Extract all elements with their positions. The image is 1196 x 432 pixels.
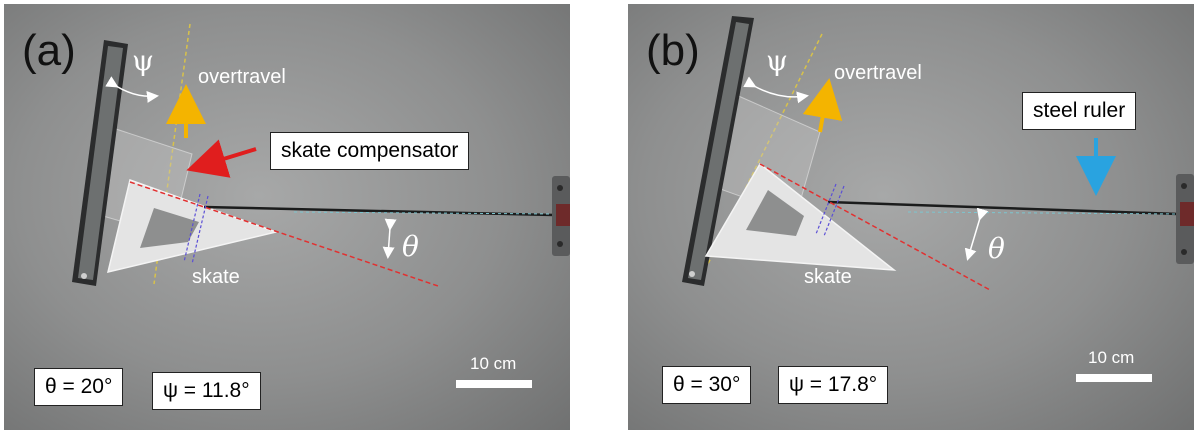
psi-symbol: ψ: [132, 44, 154, 77]
theta-symbol: θ: [988, 232, 1005, 265]
panel-label: (b): [646, 26, 700, 75]
theta-arrow: [382, 218, 397, 259]
psi-arc-arrow: [743, 76, 809, 104]
compensator-arrow: [186, 139, 257, 178]
scale-label: 10 cm: [1088, 348, 1135, 367]
panel-label: (a): [22, 26, 76, 75]
clamp-a: [552, 176, 570, 256]
scale-label: 10 cm: [470, 354, 517, 373]
psi-value-box: ψ = 11.8°: [152, 372, 261, 410]
theta-value-box: θ = 20°: [34, 368, 124, 406]
psi-symbol: ψ: [766, 44, 788, 77]
theta-value-box: θ = 30°: [662, 366, 752, 404]
skate-label: skate: [192, 266, 240, 288]
purple-mark-2: [191, 195, 209, 265]
skate-triangle: [704, 162, 897, 271]
red-angle-line: [759, 163, 991, 291]
scene-a: [72, 23, 570, 287]
fiber-line: [203, 205, 555, 217]
photo-panel-a: (a) ψ overtravel skate compensator θ ska…: [4, 4, 570, 430]
scale-bar: [456, 380, 532, 388]
psi-value-box: ψ = 17.8°: [778, 366, 889, 404]
callout-box: steel ruler: [1022, 92, 1137, 130]
scene-b: [682, 16, 1194, 291]
callout-box: skate compensator: [270, 132, 470, 170]
steel-ruler: [682, 16, 754, 286]
red-angle-line: [129, 181, 439, 287]
theta-symbol: θ: [402, 230, 419, 263]
purple-mark-1: [183, 193, 201, 263]
skate-label: skate: [804, 266, 852, 288]
purple-mark-2: [823, 185, 845, 237]
fiber-line: [827, 200, 1179, 216]
purple-mark-1: [815, 183, 837, 235]
photo-panel-b: (b) ψ overtravel steel ruler θ skate θ =…: [628, 4, 1194, 430]
theta-arrow: [964, 207, 989, 261]
overtravel-label: overtravel: [834, 62, 922, 84]
psi-arc-arrow: [105, 76, 159, 103]
overtravel-label: overtravel: [198, 66, 286, 88]
overtravel-arrow: [802, 78, 843, 133]
scale-bar: [1076, 374, 1152, 382]
reference-line: [293, 211, 555, 215]
clamp-b: [1176, 174, 1194, 264]
